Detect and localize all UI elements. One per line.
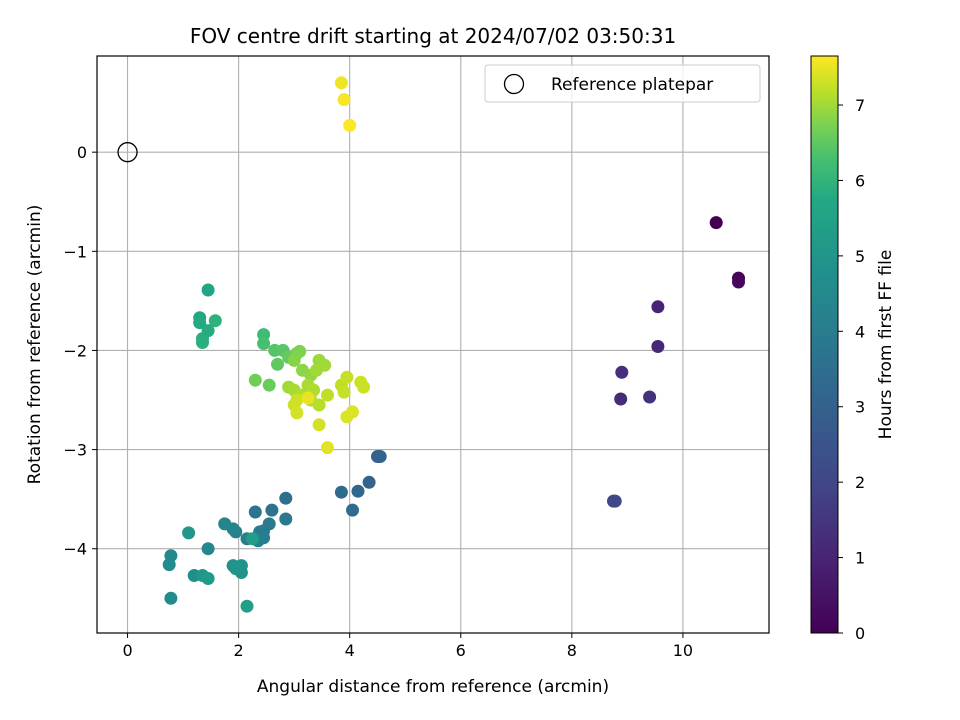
- scatter-point: [290, 406, 304, 420]
- scatter-point: [201, 283, 215, 297]
- scatter-point: [732, 275, 745, 289]
- scatter-point: [279, 491, 293, 505]
- scatter-point: [337, 385, 351, 399]
- scatter-points: [162, 76, 745, 613]
- scatter-point: [312, 398, 326, 412]
- scatter-point: [164, 591, 178, 605]
- x-tick-label: 8: [567, 641, 577, 660]
- colorbar-tick-label: 6: [855, 171, 865, 190]
- y-tick-label: 0: [77, 143, 87, 162]
- x-tick-label: 4: [345, 641, 355, 660]
- scatter-point: [351, 484, 365, 498]
- scatter-point: [373, 450, 387, 463]
- reference-point: [117, 142, 138, 163]
- scatter-point: [346, 503, 359, 517]
- colorbar-tick-label: 5: [855, 247, 865, 266]
- y-axis-label: Rotation from reference (arcmin): [25, 205, 45, 485]
- scatter-point: [246, 532, 259, 546]
- scatter-point: [651, 300, 665, 314]
- scatter-point: [318, 358, 332, 372]
- scatter-point: [226, 522, 240, 536]
- scatter-point: [201, 572, 215, 585]
- scatter-point: [257, 337, 271, 350]
- scatter-point: [343, 118, 357, 132]
- scatter-point: [321, 441, 334, 455]
- scatter-point: [271, 357, 284, 371]
- scatter-point: [196, 336, 209, 349]
- scatter-point: [615, 365, 629, 379]
- scatter-point: [257, 328, 271, 342]
- colorbar-tick-label: 0: [855, 624, 865, 643]
- colorbar-tick-label: 4: [855, 322, 865, 341]
- x-tick-label: 10: [673, 641, 693, 660]
- legend: Reference platepar: [484, 64, 761, 103]
- scatter-point: [651, 340, 665, 353]
- scatter-point: [162, 558, 176, 572]
- y-tick-label: −4: [63, 540, 87, 559]
- colorbar-label: Hours from first FF file: [876, 250, 896, 440]
- y-tick-label: −3: [63, 441, 87, 460]
- scatter-point: [229, 562, 243, 576]
- colorbar-gradient: [810, 55, 839, 634]
- scatter-point: [287, 353, 301, 367]
- chart-title: FOV centre drift starting at 2024/07/02 …: [190, 24, 676, 48]
- scatter-point: [337, 93, 351, 107]
- scatter-point: [279, 512, 293, 526]
- y-axis-ticks: 0 −1 −2 −3 −4: [63, 143, 97, 559]
- scatter-point: [248, 373, 262, 387]
- scatter-point: [312, 418, 326, 432]
- scatter-point: [182, 526, 196, 540]
- scatter-point: [240, 599, 254, 613]
- scatter-point: [334, 76, 348, 90]
- legend-box: [484, 64, 761, 103]
- colorbar-ticks: 0 1 2 3 4 5 6 7: [838, 96, 865, 643]
- x-axis-ticks: 0 2 4 6 8 10: [122, 633, 693, 660]
- colorbar-tick-label: 2: [855, 473, 865, 492]
- scatter-point: [265, 503, 279, 517]
- scatter-point: [193, 316, 207, 330]
- x-axis-label: Angular distance from reference (arcmin): [257, 677, 609, 697]
- scatter-point: [709, 216, 723, 230]
- scatter-point: [643, 390, 657, 404]
- legend-marker-icon: [503, 73, 525, 95]
- scatter-point: [608, 494, 622, 508]
- x-tick-label: 2: [234, 641, 244, 660]
- colorbar-tick-label: 7: [855, 96, 865, 115]
- scatter-point: [208, 314, 222, 328]
- scatter-point: [362, 475, 376, 489]
- scatter-point: [614, 392, 628, 406]
- legend-label: Reference platepar: [551, 75, 713, 95]
- x-tick-label: 0: [122, 641, 132, 660]
- scatter-point: [340, 370, 354, 384]
- scatter-point: [334, 485, 348, 499]
- colorbar-tick-label: 3: [855, 398, 865, 417]
- plot-frame: [96, 55, 770, 634]
- scatter-point: [357, 380, 371, 394]
- scatter-point: [248, 505, 262, 519]
- reference-marker: [117, 142, 138, 163]
- y-tick-label: −1: [63, 242, 87, 261]
- scatter-point: [301, 391, 315, 405]
- scatter-point: [262, 378, 276, 392]
- scatter-point: [346, 405, 359, 419]
- colorbar: 0 1 2 3 4 5 6 7 Hours from first FF file: [810, 55, 896, 643]
- scatter-point: [321, 388, 334, 402]
- x-tick-label: 6: [456, 641, 466, 660]
- colorbar-tick-label: 1: [855, 549, 865, 568]
- scatter-point: [201, 542, 215, 556]
- y-tick-label: −2: [63, 341, 87, 360]
